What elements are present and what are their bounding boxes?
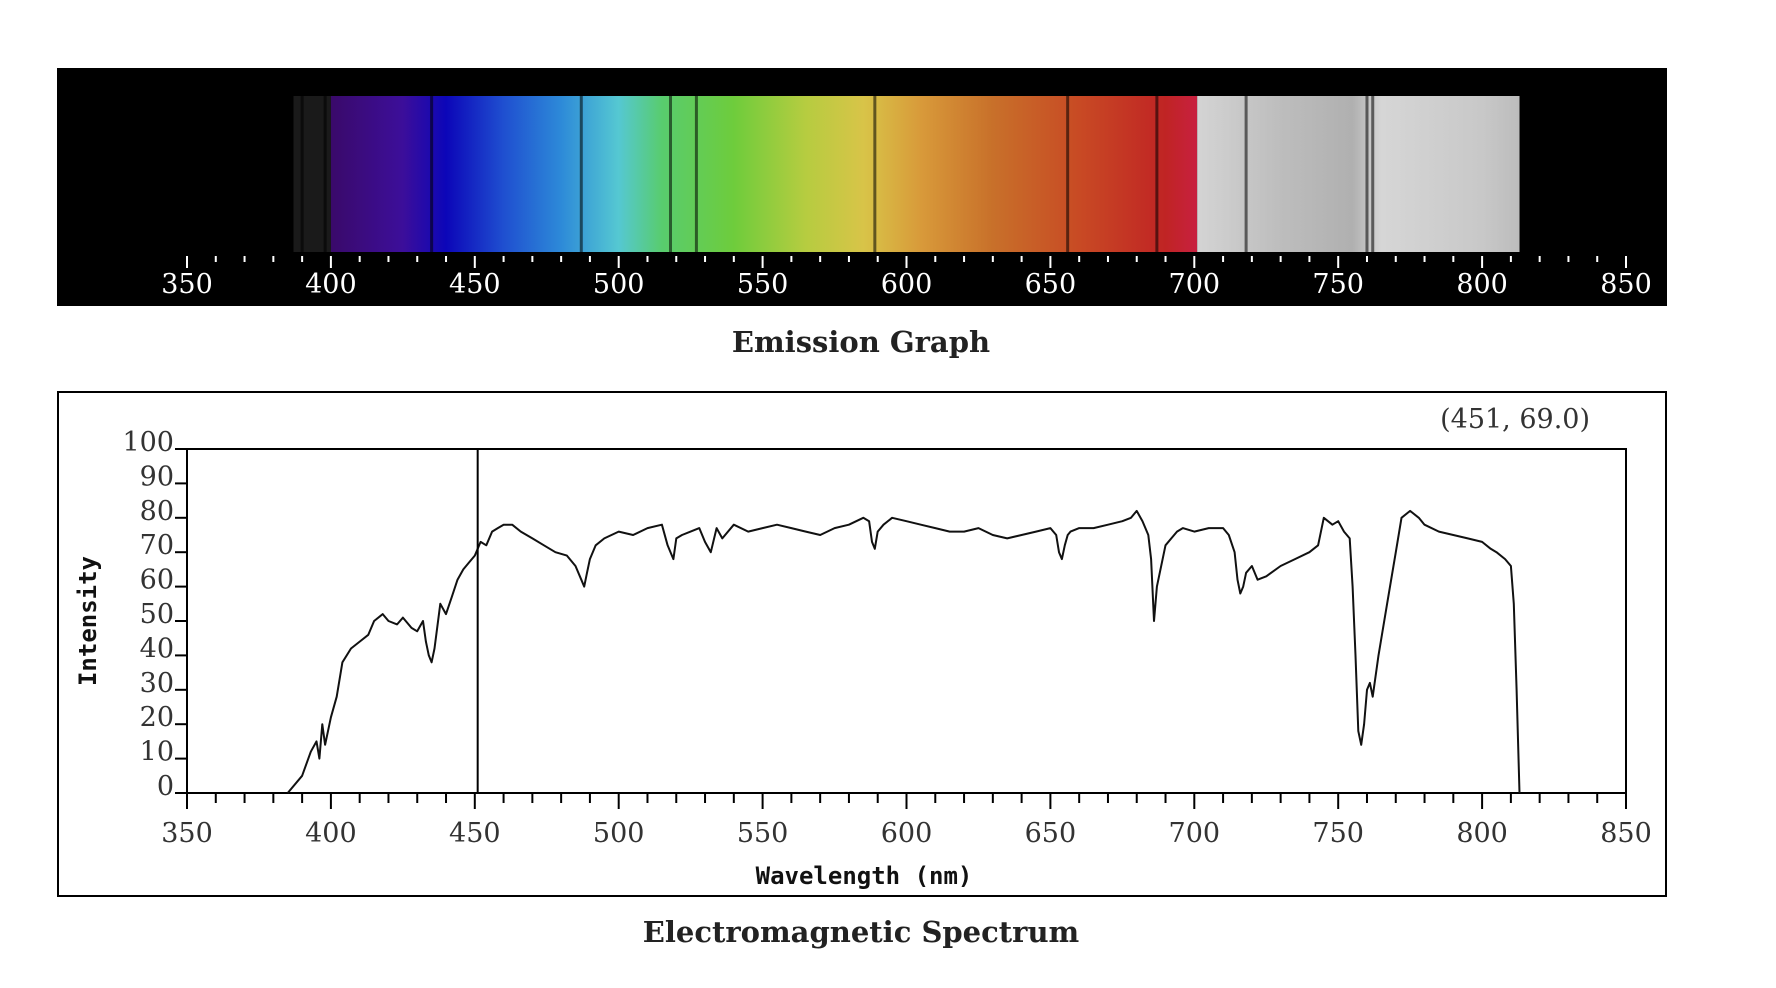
y-axis-title: Intensity (74, 556, 102, 686)
x-tick-label: 350 (161, 818, 213, 849)
y-tick-label: 30 (140, 668, 174, 699)
emission-visible-band (330, 96, 1198, 252)
chart-outer-frame (57, 391, 1667, 897)
emission-infrared-band (1197, 96, 1520, 252)
x-tick-label: 550 (737, 818, 789, 849)
x-tick-label: 600 (881, 818, 933, 849)
emission-x-ticks (186, 256, 1627, 268)
emission-line (300, 96, 304, 252)
emission-line (694, 96, 698, 252)
y-tick-label: 60 (140, 565, 174, 596)
x-tick-label: 800 (1456, 818, 1508, 849)
x-tick-label: 700 (1169, 818, 1221, 849)
x-tick-label: 750 (1312, 818, 1364, 849)
x-tick-label: 450 (449, 818, 501, 849)
emission-tick-label: 850 (1600, 269, 1652, 300)
x-tick-label: 850 (1600, 818, 1652, 849)
y-tick-label: 40 (140, 633, 174, 664)
emission-tick-label: 650 (1025, 269, 1077, 300)
y-tick-label: 10 (140, 737, 174, 768)
cursor-readout: (451, 69.0) (1440, 404, 1590, 435)
emission-tick-label: 700 (1169, 269, 1221, 300)
emission-line (430, 96, 434, 252)
x-tick-label: 500 (593, 818, 645, 849)
emission-line (1066, 96, 1070, 252)
y-tick-label: 70 (140, 530, 174, 561)
emission-tick-label: 750 (1312, 269, 1364, 300)
intensity-series-line (286, 509, 1521, 794)
emission-line (579, 96, 583, 252)
emission-tick-label: 500 (593, 269, 645, 300)
y-tick-label: 50 (140, 599, 174, 630)
y-tick-label: 0 (157, 771, 174, 802)
y-tick-label: 80 (140, 496, 174, 527)
x-axis-title: Wavelength (nm) (756, 862, 973, 890)
emission-tick-label: 350 (161, 269, 213, 300)
x-tick-label: 400 (305, 818, 357, 849)
emission-tick-label: 600 (881, 269, 933, 300)
x-axis-tick-labels: 350 400 450 500 550 600 650 700 750 800 850 (161, 818, 1652, 849)
emission-line (323, 96, 327, 252)
emission-x-tick-labels: 350 400 450 500 550 600 650 700 750 800 850 (161, 269, 1652, 300)
emission-line (873, 96, 877, 252)
emission-line (1371, 96, 1375, 252)
emission-line (1244, 96, 1248, 252)
x-axis-ticks (186, 793, 1627, 809)
emission-graph: 350 400 450 500 550 600 650 700 750 800 850 Emissi… (57, 68, 1667, 359)
y-axis-ticks (175, 448, 187, 794)
emission-line (1155, 96, 1159, 252)
y-tick-label: 90 (140, 461, 174, 492)
x-tick-label: 650 (1025, 818, 1077, 849)
emission-tick-label: 400 (305, 269, 357, 300)
chart-caption: Electromagnetic Spectrum (643, 915, 1080, 949)
y-tick-label: 100 (122, 427, 174, 458)
emission-tick-label: 800 (1456, 269, 1508, 300)
y-tick-label: 20 (140, 702, 174, 733)
emission-tick-label: 450 (449, 269, 501, 300)
emission-line (1365, 96, 1369, 252)
emission-absorption-lines (300, 96, 1375, 252)
emission-tick-label: 550 (737, 269, 789, 300)
emission-line (669, 96, 673, 252)
emission-caption: Emission Graph (732, 325, 990, 359)
